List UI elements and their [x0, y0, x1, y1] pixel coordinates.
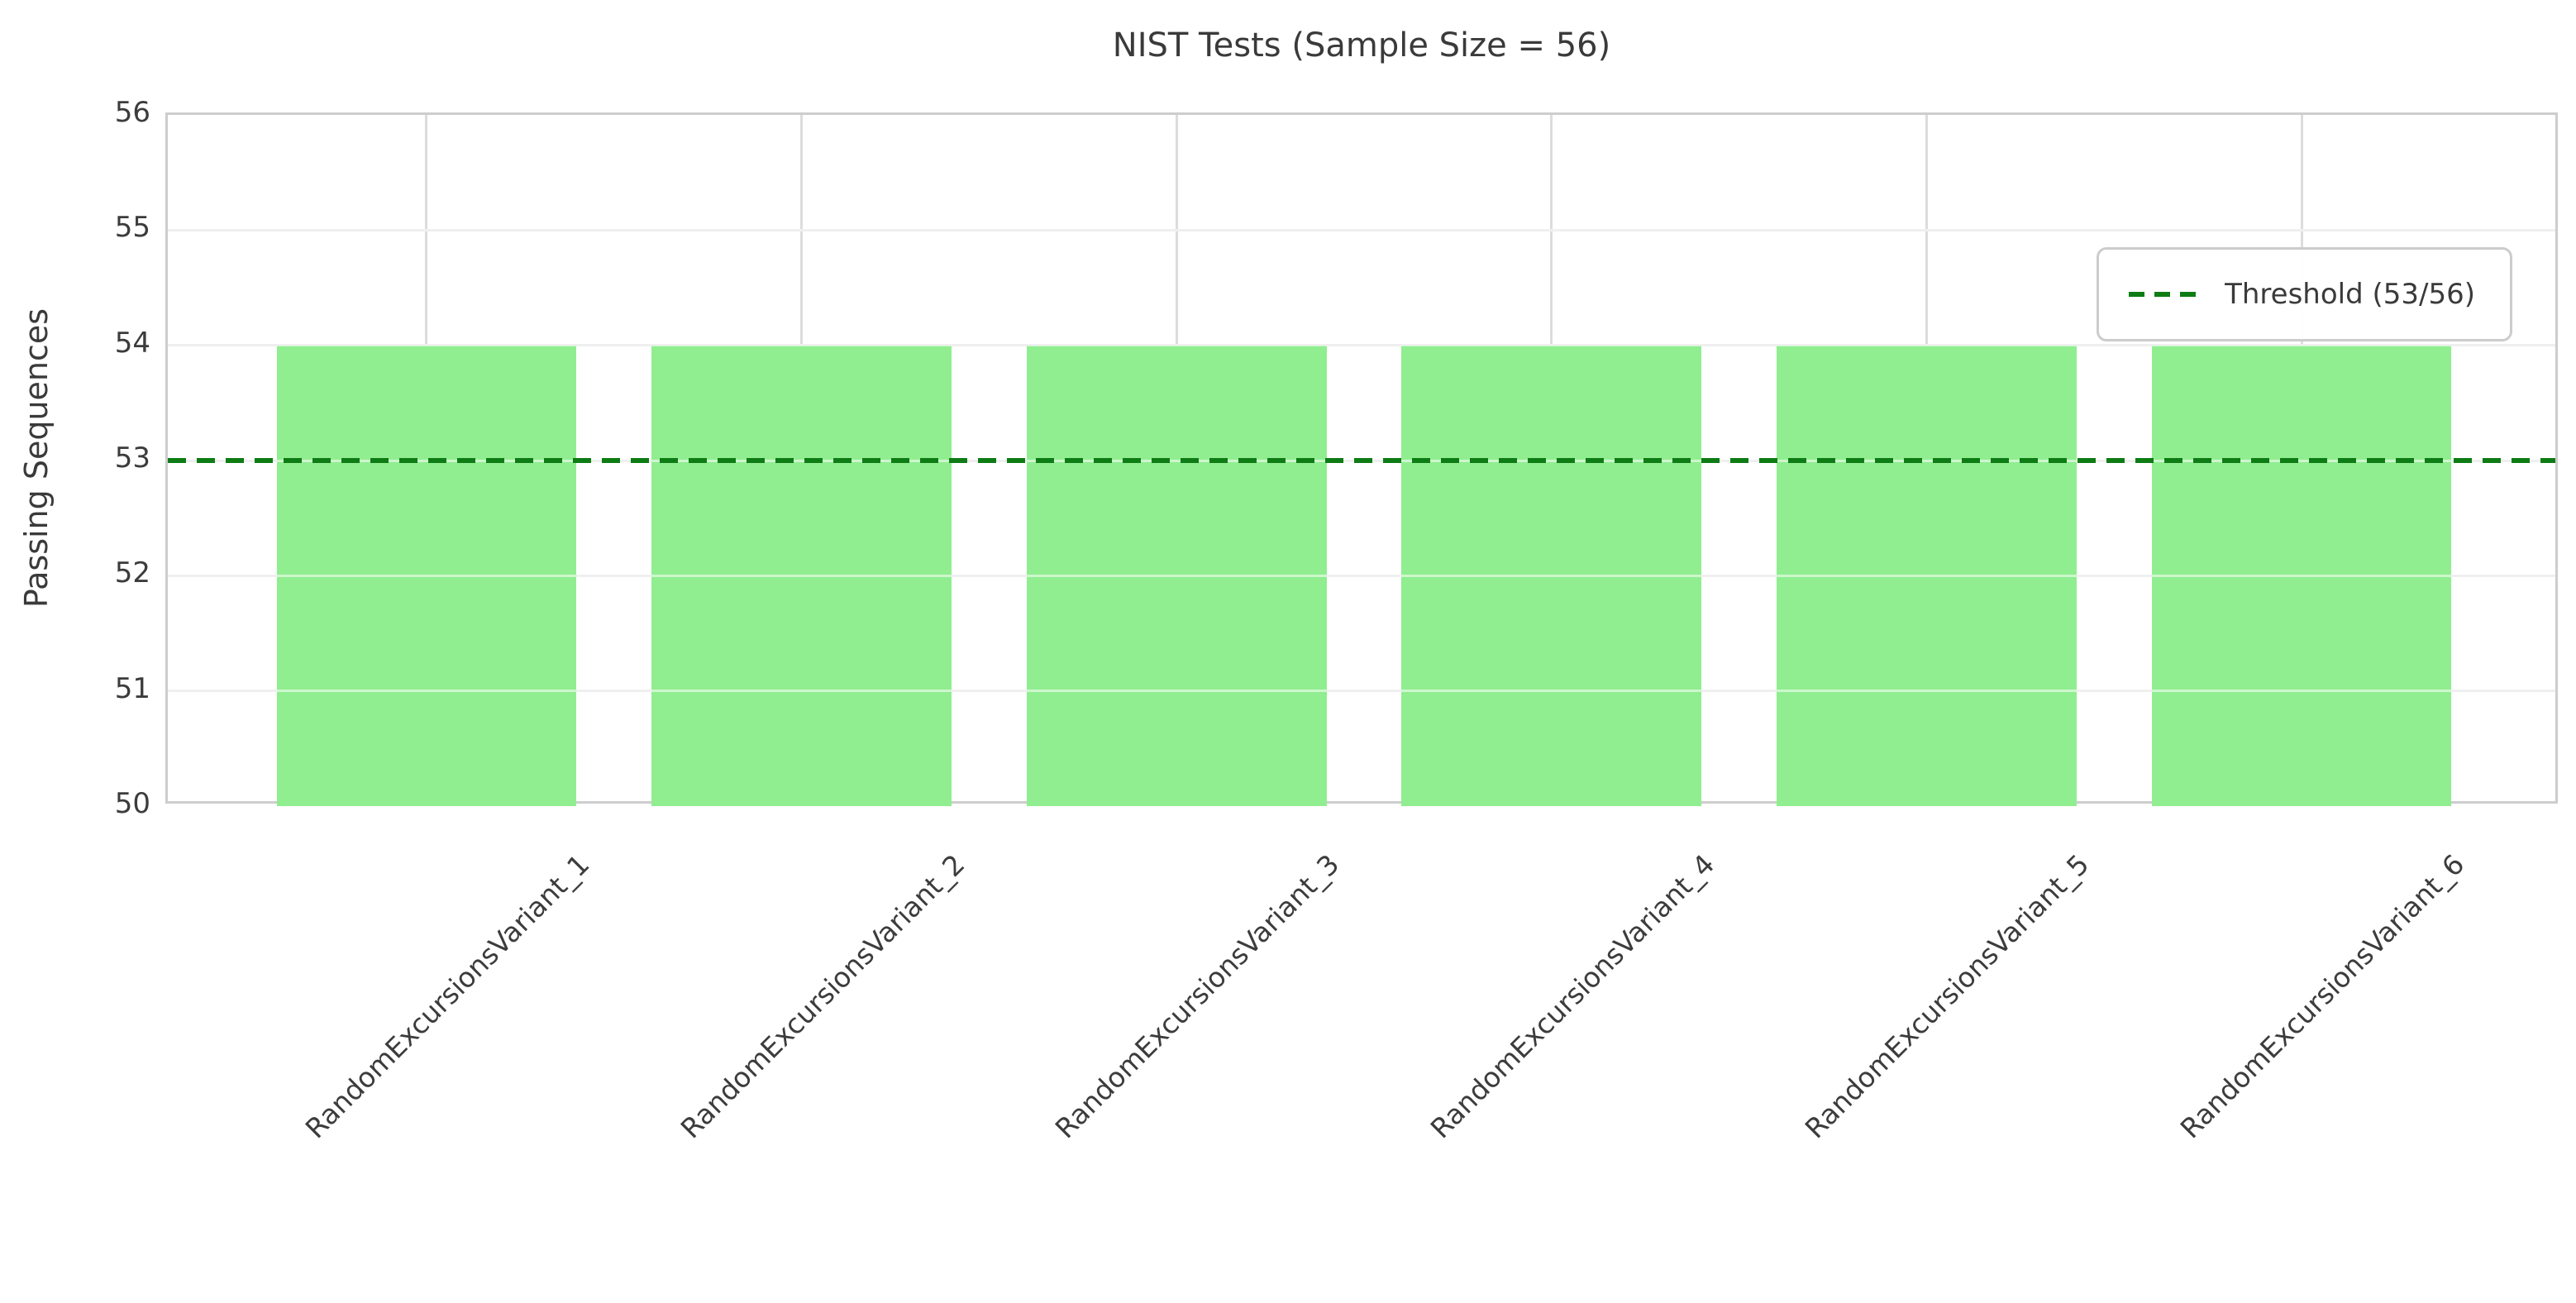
y-tick-label-56: 56 — [114, 96, 150, 129]
legend: Threshold (53/56) — [2097, 247, 2512, 341]
threshold-dash-icon — [2129, 292, 2197, 297]
x-tick-label-RandomExcursionsVariant_5: RandomExcursionsVariant_5 — [1799, 847, 2096, 1145]
chart-title: NIST Tests (Sample Size = 56) — [1112, 26, 1611, 64]
x-tick-label-RandomExcursionsVariant_1: RandomExcursionsVariant_1 — [298, 847, 596, 1145]
plot-area: Threshold (53/56) — [165, 112, 2558, 806]
y-tick-label-51: 51 — [114, 671, 150, 705]
x-tick-label-RandomExcursionsVariant_6: RandomExcursionsVariant_6 — [2173, 847, 2471, 1145]
h-gridline-overlay — [168, 574, 2555, 577]
legend-label: Threshold (53/56) — [2225, 278, 2475, 311]
h-gridline-overlay — [168, 344, 2555, 347]
y-tick-label-53: 53 — [114, 441, 150, 475]
y-tick-label-55: 55 — [114, 211, 150, 245]
threshold-line — [168, 458, 2555, 463]
x-tick-label-RandomExcursionsVariant_4: RandomExcursionsVariant_4 — [1424, 847, 1721, 1145]
x-tick-label-RandomExcursionsVariant_2: RandomExcursionsVariant_2 — [674, 847, 971, 1145]
y-tick-label-52: 52 — [114, 556, 150, 590]
y-tick-label-50: 50 — [114, 787, 150, 820]
y-tick-label-54: 54 — [114, 326, 150, 360]
h-gridline-overlay — [168, 690, 2555, 693]
x-tick-label-RandomExcursionsVariant_3: RandomExcursionsVariant_3 — [1048, 847, 1346, 1145]
h-gridline-overlay — [168, 228, 2555, 231]
